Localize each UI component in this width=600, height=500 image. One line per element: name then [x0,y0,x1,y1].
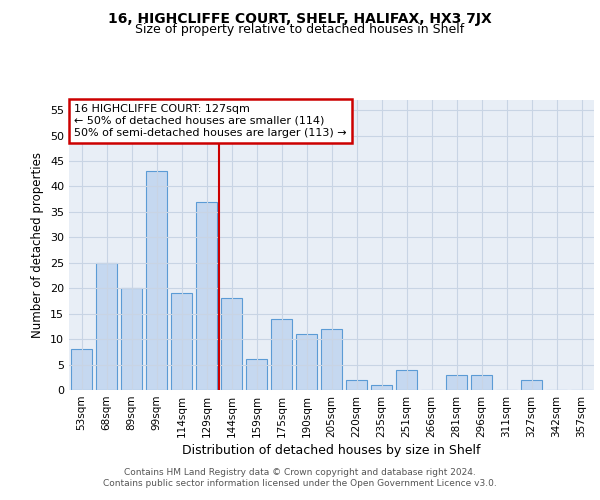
Bar [321,329,342,390]
Bar [446,374,467,390]
Bar [146,171,167,390]
Bar [246,360,267,390]
Text: 16 HIGHCLIFFE COURT: 127sqm
← 50% of detached houses are smaller (114)
50% of se: 16 HIGHCLIFFE COURT: 127sqm ← 50% of det… [74,104,347,138]
Bar [271,319,292,390]
Text: 16, HIGHCLIFFE COURT, SHELF, HALIFAX, HX3 7JX: 16, HIGHCLIFFE COURT, SHELF, HALIFAX, HX… [108,12,492,26]
Bar [121,288,142,390]
Bar [221,298,242,390]
Bar [196,202,217,390]
Bar [521,380,542,390]
Bar [346,380,367,390]
Bar [471,374,492,390]
Bar [396,370,417,390]
Bar [71,350,92,390]
Bar [296,334,317,390]
Bar [96,263,117,390]
Bar [171,294,192,390]
Text: Contains HM Land Registry data © Crown copyright and database right 2024.
Contai: Contains HM Land Registry data © Crown c… [103,468,497,487]
X-axis label: Distribution of detached houses by size in Shelf: Distribution of detached houses by size … [182,444,481,457]
Text: Size of property relative to detached houses in Shelf: Size of property relative to detached ho… [136,22,464,36]
Y-axis label: Number of detached properties: Number of detached properties [31,152,44,338]
Bar [371,385,392,390]
